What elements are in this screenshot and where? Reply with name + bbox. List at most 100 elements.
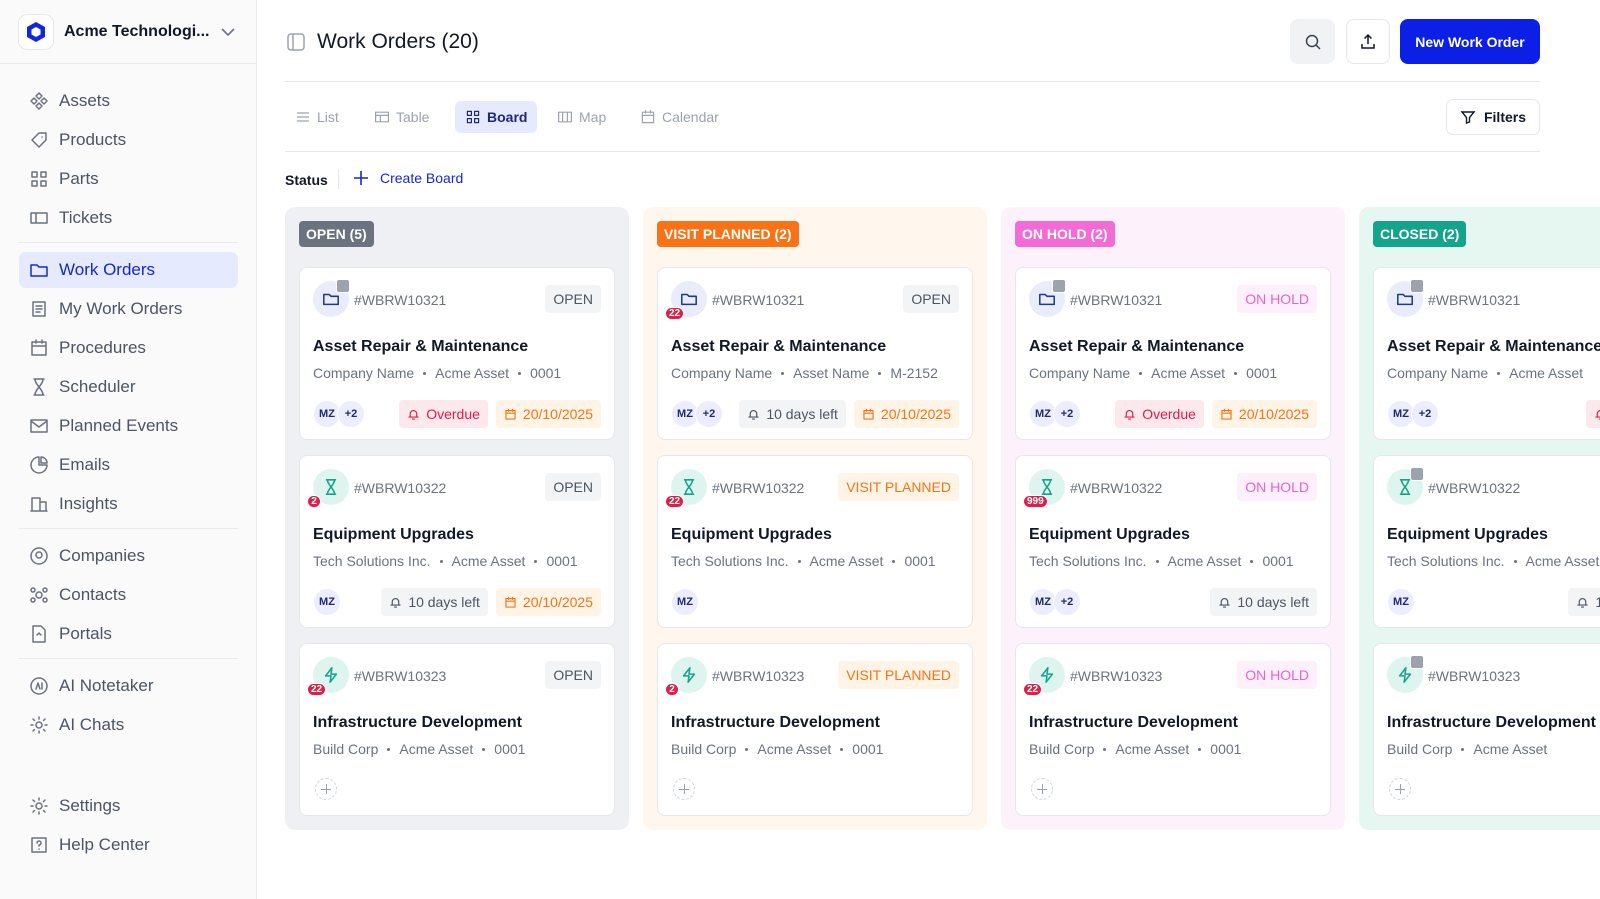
nav-item[interactable]: My Work Orders <box>19 291 238 327</box>
panel-toggle[interactable] <box>286 32 306 52</box>
nav-label: Parts <box>59 169 99 188</box>
nav-item[interactable]: Settings <box>19 788 238 824</box>
nav-item[interactable]: Help Center <box>19 827 238 863</box>
meta-item: Tech Solutions Inc. <box>1387 553 1505 569</box>
add-assignee-button[interactable] <box>1031 778 1053 800</box>
icon <box>30 587 48 603</box>
icon-shape <box>681 293 697 306</box>
nav-item[interactable]: Contacts <box>19 577 238 613</box>
nav-item[interactable]: Assets <box>19 83 238 119</box>
nav-item[interactable]: Products <box>19 122 238 158</box>
meta-item: Acme Asset <box>435 365 510 381</box>
work-order-id: #WBRW10323 <box>1070 668 1163 684</box>
nav-item[interactable]: AI Chats <box>19 707 238 743</box>
icon-shape <box>863 408 874 420</box>
meta-separator <box>387 747 391 751</box>
nav-item[interactable]: Portals <box>19 616 238 652</box>
icon-shape <box>1219 597 1231 608</box>
meta-item: Build Corp <box>313 741 379 757</box>
view-tab[interactable]: Board <box>455 101 538 133</box>
work-order-card[interactable]: 999 #WBRW10322 ON HOLD Equipment Upgrades Te… <box>1015 455 1331 628</box>
logo-mark <box>27 22 45 42</box>
status-pill: ON HOLD <box>1237 661 1317 689</box>
column-label: CLOSED (2) <box>1373 221 1467 247</box>
icon <box>30 547 48 565</box>
nav-item[interactable]: Planned Events <box>19 408 238 444</box>
nav-divider <box>19 242 238 243</box>
filters-button[interactable]: Filters <box>1446 99 1540 135</box>
due-date: 20/10/2025 <box>522 594 593 610</box>
work-order-card[interactable]: 22 #WBRW10322 VISIT PLANNED Equipment Upgra… <box>657 455 973 628</box>
tabs-divider <box>285 151 1540 152</box>
work-order-id: #WBRW10322 <box>1428 480 1521 496</box>
icon-shape <box>1305 34 1318 47</box>
work-order-card[interactable]: 2 #WBRW10323 VISIT PLANNED Infrastructure D… <box>657 643 973 816</box>
work-order-card[interactable]: 22 #WBRW10323 ON HOLD Infrastructure Develo… <box>1015 643 1331 816</box>
card-title: Infrastructure Development <box>1387 714 1596 731</box>
add-assignee-button[interactable] <box>315 778 337 800</box>
view-tab[interactable]: Calendar <box>630 101 729 133</box>
column-label: ON HOLD (2) <box>1015 221 1115 247</box>
add-assignee-button[interactable] <box>673 778 695 800</box>
work-order-card[interactable]: #WBRW10321 OPEN Asset Repair & Maintenance… <box>299 267 615 440</box>
view-tab[interactable]: Table <box>364 101 439 133</box>
icon-shape <box>390 597 401 608</box>
work-order-card[interactable]: 22 #WBRW10321 OPEN Asset Repair & Maintenan… <box>657 267 973 440</box>
plus-icon <box>354 171 368 185</box>
nav-item[interactable]: Companies <box>19 538 238 574</box>
nav-item[interactable]: Emails <box>19 447 238 483</box>
icon-shape <box>505 408 516 420</box>
icon <box>324 667 338 683</box>
meta-separator <box>439 559 443 563</box>
filter-icon <box>1460 111 1476 124</box>
view-tab[interactable]: Map <box>547 101 616 133</box>
icon <box>30 264 48 277</box>
icon-shape <box>324 667 338 683</box>
meta-item: 0001 <box>1246 365 1278 381</box>
work-order-id: #WBRW10322 <box>354 480 447 496</box>
nav-item[interactable]: Parts <box>19 161 238 197</box>
export-button[interactable] <box>1346 19 1390 64</box>
search-button[interactable] <box>1290 19 1335 64</box>
card-title: Asset Repair & Maintenance <box>1029 338 1245 355</box>
work-order-card[interactable]: 2 #WBRW10322 OPEN Equipment Upgrades Tech So… <box>299 455 615 628</box>
card-chips: 10 days left <box>1210 588 1317 616</box>
meta-separator <box>1103 747 1107 751</box>
date-chip: 20/10/2025 <box>495 400 601 428</box>
nav-item[interactable]: Insights <box>19 486 238 522</box>
work-order-card[interactable]: #WBRW10321 ON HOLD Asset Repair & Maintena… <box>1015 267 1331 440</box>
nav-item[interactable]: Work Orders <box>19 252 238 288</box>
assignee-avatar: +2 <box>1411 400 1439 428</box>
assignee-avatar: MZ <box>1387 588 1415 616</box>
meta-item: 0001 <box>494 741 526 757</box>
add-assignee-button[interactable] <box>1389 778 1411 800</box>
work-order-card[interactable]: 22 #WBRW10323 OPEN Infrastructure Developme… <box>299 643 615 816</box>
workspace-name[interactable]: Acme Technologi... <box>64 23 210 40</box>
status-pill: OPEN <box>545 473 601 501</box>
icon-shape <box>30 797 48 815</box>
work-order-card[interactable]: #WBRW10323 Infrastructure Development Buil… <box>1373 643 1600 816</box>
meta-item: Acme Asset <box>1151 365 1226 381</box>
icon-shape <box>323 293 339 306</box>
icon-shape <box>1041 479 1053 495</box>
view-tab[interactable]: List <box>285 101 349 133</box>
sync-indicator <box>1410 655 1424 669</box>
work-order-card[interactable]: #WBRW10321 Asset Repair & Maintenance Comp… <box>1373 267 1600 440</box>
icon <box>1397 293 1413 306</box>
create-board-button[interactable]: Create Board <box>353 170 463 186</box>
icon <box>1124 409 1135 420</box>
nav-label: Work Orders <box>59 260 156 279</box>
new-work-order-button[interactable]: New Work Order <box>1400 19 1540 64</box>
nav-item[interactable]: Scheduler <box>19 369 238 405</box>
status-pill: OPEN <box>545 661 601 689</box>
icon-shape <box>1039 293 1055 306</box>
workspace-chevron[interactable] <box>219 24 237 40</box>
nav-item[interactable]: Tickets <box>19 200 238 236</box>
icon-shape <box>30 716 48 734</box>
icon-shape <box>221 28 235 37</box>
nav-item[interactable]: Procedures <box>19 330 238 366</box>
nav-item[interactable]: AI Notetaker <box>19 668 238 704</box>
icon-shape <box>683 479 695 495</box>
nav-label: Planned Events <box>59 416 179 435</box>
work-order-card[interactable]: #WBRW10322 Equipment Upgrades Tech Solutio… <box>1373 455 1600 628</box>
